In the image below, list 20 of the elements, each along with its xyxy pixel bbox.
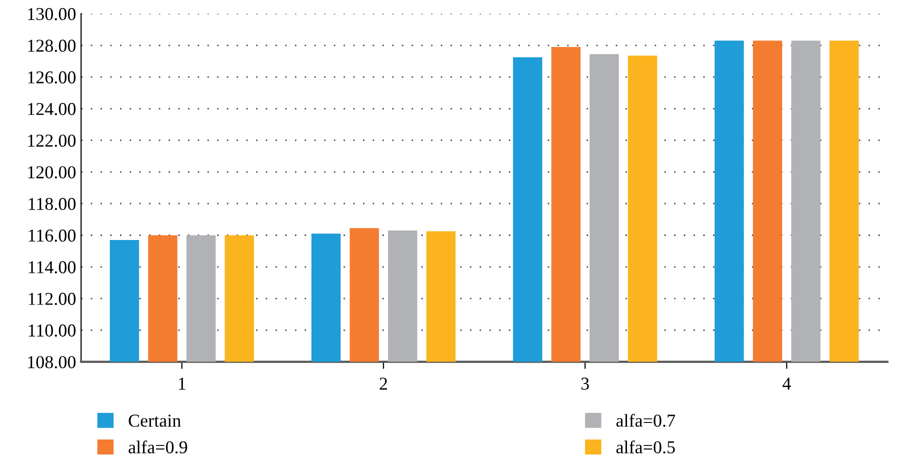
x-tick-label: 4 [782, 378, 791, 390]
legend-label: Certain [128, 414, 181, 427]
legend-label: alfa=0.7 [616, 414, 676, 427]
x-tick-label: 3 [581, 378, 589, 390]
x-tick-label: 1 [178, 378, 186, 390]
y-tick-label: 128.00 [28, 40, 76, 52]
y-tick-label: 110.00 [28, 324, 76, 337]
y-tick-label: 108.00 [28, 356, 76, 368]
y-tick-label: 126.00 [28, 71, 76, 84]
y-tick-label: 118.00 [28, 198, 76, 210]
y-tick-label: 122.00 [28, 134, 76, 147]
legend-label: alfa=0.5 [616, 440, 675, 454]
legend-label: alfa=0.9 [128, 440, 188, 454]
y-tick-label: 120.00 [28, 166, 76, 178]
x-tick-label: 2 [380, 378, 388, 390]
y-tick-label: 116.00 [28, 230, 76, 242]
y-tick-label: 130.00 [28, 8, 76, 20]
y-tick-label: 112.00 [28, 292, 76, 306]
y-tick-label: 114.00 [28, 261, 76, 274]
y-tick-label: 124.00 [28, 102, 76, 116]
